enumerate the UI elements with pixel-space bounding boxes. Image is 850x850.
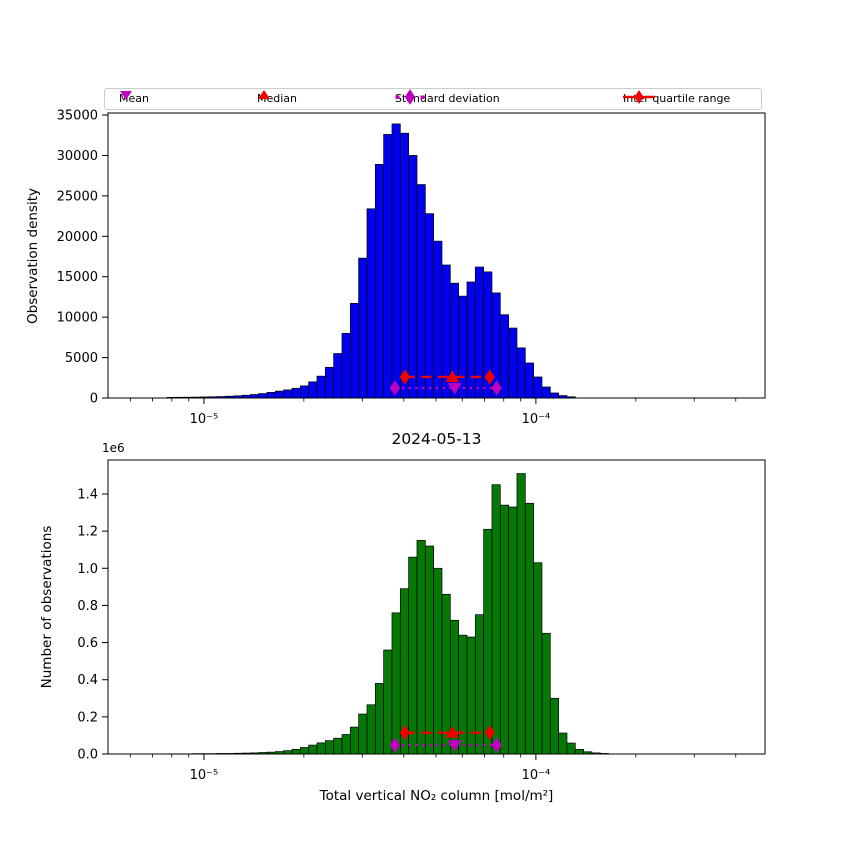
svg-text:20000: 20000: [57, 230, 98, 245]
mean-triangle-down-icon: [120, 91, 132, 100]
legend-item-median: Median: [257, 89, 297, 109]
svg-text:0.6: 0.6: [77, 636, 98, 651]
svg-text:30000: 30000: [57, 149, 98, 164]
std-dotted-diamond-icon: [395, 89, 425, 105]
y-axis-label-top: Observation density: [25, 188, 41, 324]
svg-text:5000: 5000: [65, 351, 98, 366]
legend-item-std: Standard deviation: [395, 89, 500, 109]
legend: Mean Median Standard deviation Inter qua…: [104, 88, 762, 110]
median-triangle-up-icon: [258, 90, 270, 99]
y-axis-label-bottom: Number of observations: [39, 525, 55, 689]
plot-title: 2024-05-13: [391, 430, 482, 448]
svg-text:10000: 10000: [57, 311, 98, 326]
top-histogram-plot: 0 5000 10000 15000 20000 25000 30000 35000 10⁻⁵ 1…: [57, 109, 766, 427]
svg-text:1.2: 1.2: [77, 525, 98, 540]
svg-text:10⁻⁴: 10⁻⁴: [522, 768, 551, 783]
svg-text:0.4: 0.4: [77, 673, 98, 688]
svg-text:10⁻⁵: 10⁻⁵: [190, 768, 219, 783]
svg-text:10⁻⁴: 10⁻⁴: [522, 412, 551, 427]
legend-label-iqr: Inter quartile range: [623, 92, 731, 105]
y-axis-offset-text: 1e6: [102, 441, 125, 455]
svg-text:10⁻⁵: 10⁻⁵: [190, 412, 219, 427]
svg-text:0.2: 0.2: [77, 710, 98, 725]
svg-text:1.0: 1.0: [77, 562, 98, 577]
legend-item-mean: Mean: [119, 89, 149, 109]
bottom-histogram-plot: 0.0 0.2 0.4 0.6 0.8 1.0 1.2 1.4 10⁻⁵ 10⁻⁴: [77, 459, 766, 783]
svg-text:35000: 35000: [57, 109, 98, 124]
svg-text:0.8: 0.8: [77, 599, 98, 614]
svg-text:25000: 25000: [57, 189, 98, 204]
legend-label-std: Standard deviation: [395, 92, 500, 105]
svg-text:15000: 15000: [57, 270, 98, 285]
legend-item-iqr: Inter quartile range: [623, 89, 730, 109]
x-axis-label: Total vertical NO₂ column [mol/m²]: [319, 788, 554, 804]
svg-text:1.4: 1.4: [77, 487, 98, 502]
svg-text:0: 0: [90, 392, 98, 407]
svg-text:0.0: 0.0: [77, 748, 98, 763]
iqr-dashed-diamond-icon: [623, 90, 655, 104]
